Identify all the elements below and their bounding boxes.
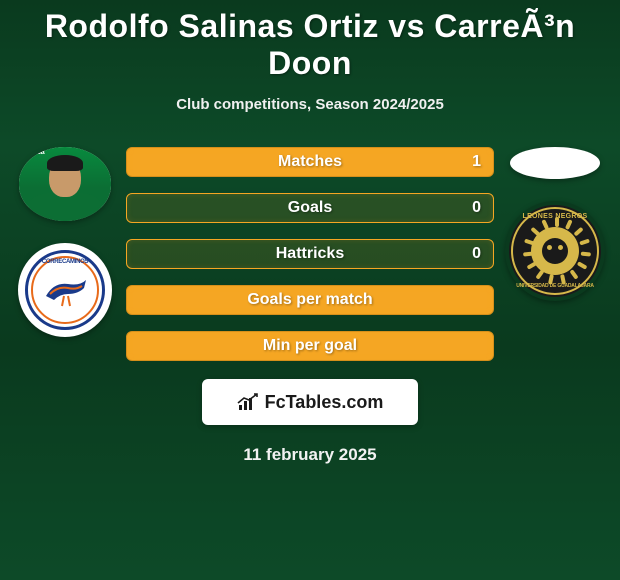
club-left-name: CORRECAMINOS xyxy=(42,259,88,265)
stat-bar: Hattricks 0 xyxy=(126,239,494,269)
club-left-badge: CORRECAMINOS xyxy=(18,243,112,337)
fctables-label: FcTables.com xyxy=(265,392,384,413)
jersey-sponsor-text: ClubSa xyxy=(23,149,44,156)
page-title: Rodolfo Salinas Ortiz vs CarreÃ³n Doon xyxy=(0,0,620,82)
player-right-photo-placeholder xyxy=(510,147,600,179)
stat-label: Min per goal xyxy=(263,337,357,355)
club-right-subname: UNIVERSIDAD DE GUADALAJARA xyxy=(509,283,601,289)
stat-value-right: 1 xyxy=(472,153,481,171)
stat-label: Goals xyxy=(288,199,332,217)
player-left-photo: ClubSa xyxy=(19,147,111,221)
left-column: ClubSa CORRECAMINOS xyxy=(10,147,120,337)
stat-bar: Goals 0 xyxy=(126,193,494,223)
stat-value-right: 0 xyxy=(472,199,481,217)
stat-bar: Min per goal xyxy=(126,331,494,361)
stat-label: Hattricks xyxy=(276,245,344,263)
stat-value-right: 0 xyxy=(472,245,481,263)
club-right-badge: LEONES NEGROS UNIVERSIDAD DE GUADALAJARA xyxy=(505,201,605,301)
right-column: LEONES NEGROS UNIVERSIDAD DE GUADALAJARA xyxy=(500,147,610,301)
roadrunner-icon xyxy=(40,272,90,308)
comparison-row: ClubSa CORRECAMINOS Matches1Goals0Hattri… xyxy=(0,147,620,361)
lion-icon xyxy=(531,227,579,275)
stat-label: Goals per match xyxy=(247,291,372,309)
comparison-date: 11 february 2025 xyxy=(0,445,620,465)
stat-label: Matches xyxy=(278,153,342,171)
subtitle: Club competitions, Season 2024/2025 xyxy=(0,96,620,113)
fctables-attribution: FcTables.com xyxy=(202,379,418,425)
stat-bar: Goals per match xyxy=(126,285,494,315)
fctables-chart-icon xyxy=(237,393,259,411)
stat-bar: Matches 1 xyxy=(126,147,494,177)
stats-column: Matches 1 Goals 0 Hattricks 0 Goals per match M… xyxy=(120,147,500,361)
